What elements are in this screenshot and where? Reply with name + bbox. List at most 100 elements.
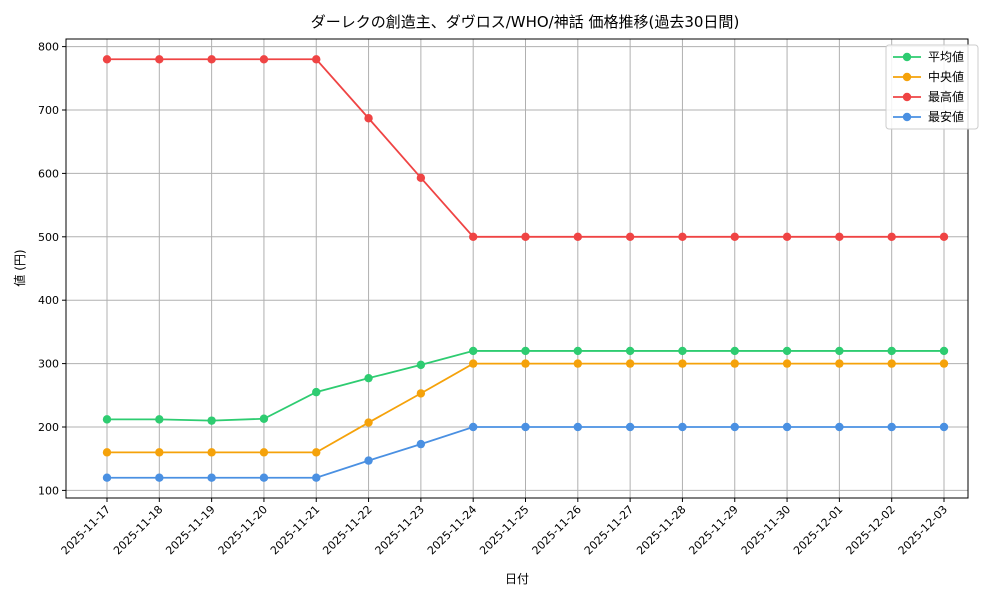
x-axis-ticks: 2025-11-172025-11-182025-11-192025-11-20… [59,498,950,557]
y-tick-label: 400 [38,294,59,307]
data-point [573,346,583,356]
legend-swatch-marker [902,92,912,102]
data-point [678,232,687,242]
data-point [730,359,739,368]
data-point [835,422,844,432]
data-point [312,55,321,64]
y-tick-label: 100 [38,484,59,497]
data-point [312,387,321,397]
legend-label: 中央値 [928,69,964,84]
data-point [730,346,739,356]
data-point [364,373,373,383]
legend-item: 最高値 [893,89,964,104]
legend-item: 平均値 [893,49,964,64]
data-point [102,415,112,424]
data-point [625,359,635,368]
series-0 [102,346,949,425]
data-point [155,415,164,424]
data-point [364,456,373,465]
data-point [730,422,739,432]
data-point [782,359,792,368]
data-point [259,473,269,482]
data-point [207,416,216,425]
data-point [416,360,426,370]
data-point [521,359,530,368]
grid [66,39,968,498]
x-tick-label: 2025-11-26 [530,503,584,557]
x-tick-label: 2025-11-21 [268,503,322,557]
data-point [155,473,164,482]
data-point [939,346,949,356]
y-axis-label: 値 (円) [12,249,27,286]
series-1 [102,359,949,457]
data-point [155,448,164,457]
data-point [521,422,530,432]
data-point [521,232,530,242]
data-point [207,448,216,457]
data-point [364,114,373,123]
data-point [782,422,792,432]
data-point [259,55,269,64]
chart-title: ダーレクの創造主、ダヴロス/WHO/神話 価格推移(過去30日間) [311,13,740,31]
legend-swatch-marker [902,112,912,122]
y-tick-label: 200 [38,421,59,434]
x-tick-label: 2025-11-18 [111,503,165,557]
data-point [939,232,949,242]
data-point [678,346,687,356]
data-point [573,422,583,432]
y-tick-label: 700 [38,104,59,117]
x-tick-label: 2025-11-24 [425,503,479,557]
legend-item: 中央値 [893,69,964,84]
data-point [887,359,896,368]
x-tick-label: 2025-12-03 [896,503,950,557]
x-tick-label: 2025-11-28 [634,503,688,557]
data-point [573,359,583,368]
x-tick-label: 2025-12-01 [791,503,845,557]
x-tick-label: 2025-11-19 [163,503,217,557]
data-point [416,389,426,398]
data-point [835,359,844,368]
data-point [468,232,478,242]
data-point [102,473,112,482]
data-point [259,414,269,423]
x-axis-label: 日付 [505,572,529,586]
data-point [678,422,687,432]
legend-swatch-marker [902,72,912,82]
x-tick-label: 2025-11-30 [739,503,793,557]
data-point [939,422,949,432]
data-point [102,55,112,64]
data-point [259,448,269,457]
series-3 [102,422,949,482]
legend-label: 最安値 [928,109,964,124]
data-point [521,346,530,356]
legend-label: 最高値 [928,89,964,104]
x-tick-label: 2025-11-20 [216,503,270,557]
legend-swatch-marker [902,52,912,62]
data-point [416,439,426,449]
data-point [364,418,373,427]
x-tick-label: 2025-11-17 [59,503,113,557]
series-lines [102,55,949,482]
data-point [573,232,583,242]
data-point [730,232,739,242]
legend-label: 平均値 [928,49,964,64]
data-point [835,346,844,356]
legend-item: 最安値 [893,109,964,124]
data-point [625,232,635,242]
x-tick-label: 2025-11-29 [686,503,740,557]
data-point [207,473,216,482]
data-point [887,346,896,356]
x-tick-label: 2025-11-22 [320,503,374,557]
x-tick-label: 2025-11-27 [582,503,636,557]
data-point [207,55,216,64]
data-point [416,173,426,183]
data-point [468,359,478,368]
y-tick-label: 800 [38,41,59,54]
data-point [625,422,635,432]
x-tick-label: 2025-11-23 [373,503,427,557]
y-tick-label: 600 [38,167,59,180]
data-point [155,55,164,64]
data-point [468,346,478,356]
